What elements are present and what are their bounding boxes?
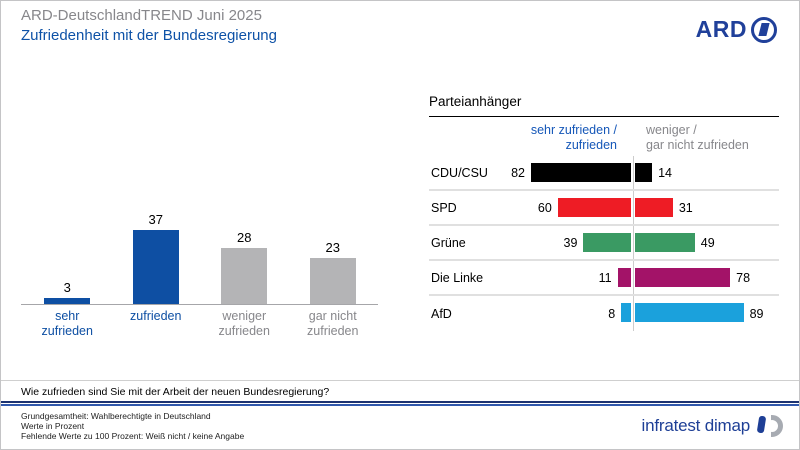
party-row: Grüne 39 49 <box>429 226 779 261</box>
bar-value-label: 37 <box>148 212 163 227</box>
pretitle: ARD-DeutschlandTREND Juni 2025 <box>21 7 262 24</box>
ard-one-icon <box>751 16 777 43</box>
category-label: sehr zufrieden <box>41 309 93 338</box>
bar-unsatisfied <box>635 198 673 217</box>
bar-column: 28 <box>200 176 289 304</box>
bar <box>309 258 356 304</box>
ard-one-glyph <box>758 22 770 36</box>
party-row: Die Linke 11 78 <box>429 261 779 296</box>
bar-satisfied <box>530 163 631 182</box>
party-panel-title: Parteianhänger <box>429 94 779 117</box>
bar-value-label: 3 <box>63 280 71 295</box>
center-axis-line <box>633 156 634 331</box>
value-satisfied: 11 <box>598 270 612 285</box>
party-label: CDU/CSU <box>431 165 488 180</box>
value-unsatisfied: 49 <box>700 235 715 250</box>
party-rows: CDU/CSU 82 14 SPD 60 31 Grüne 39 49 Die Linke 11 78… <box>429 156 779 331</box>
bar-column: 37 <box>112 176 201 304</box>
bar <box>132 230 179 304</box>
value-satisfied: 82 <box>511 165 525 180</box>
bar <box>44 298 91 304</box>
infratest-dimap-text: infratest dimap <box>641 416 751 435</box>
infratest-dimap-logo: infratest dimap <box>641 413 783 439</box>
category-label: zufrieden <box>130 309 182 323</box>
party-row: SPD 60 31 <box>429 191 779 226</box>
x-axis-line <box>21 304 378 305</box>
bar-value-label: 23 <box>325 240 340 255</box>
bar-column: 3 <box>23 176 112 304</box>
page-title: Zufriedenheit mit der Bundesregierung <box>21 27 277 44</box>
footer-divider-gray <box>1 380 799 381</box>
value-unsatisfied: 78 <box>736 270 751 285</box>
bar <box>221 248 268 304</box>
party-row: CDU/CSU 82 14 <box>429 156 779 191</box>
party-label: AfD <box>431 306 452 321</box>
category-label: weniger zufrieden <box>218 309 270 338</box>
bar-unsatisfied <box>635 163 653 182</box>
bar-column: 23 <box>289 176 378 304</box>
survey-question: Wie zufrieden sind Sie mit der Arbeit de… <box>21 386 330 398</box>
value-unsatisfied: 89 <box>749 306 764 321</box>
legend-unsatisfied: weniger / gar nicht zufrieden <box>646 123 749 152</box>
party-panel: Parteianhänger sehr zufrieden / zufriede… <box>429 94 779 334</box>
party-row: AfD 8 89 <box>429 296 779 331</box>
bar-satisfied <box>617 268 631 287</box>
infratest-dimap-icon <box>756 413 783 439</box>
bar-unsatisfied <box>635 268 731 287</box>
bars-row: 3 37 28 23 <box>23 176 377 304</box>
value-satisfied: 8 <box>608 306 616 321</box>
bar-unsatisfied <box>635 303 744 322</box>
footnote-line: Werte in Prozent <box>21 421 85 431</box>
legend-satisfied: sehr zufrieden / zufrieden <box>530 123 617 152</box>
footer-divider-blue <box>1 401 799 406</box>
value-unsatisfied: 31 <box>678 200 693 215</box>
party-panel-legend: sehr zufrieden / zufrieden weniger / gar… <box>429 121 779 154</box>
value-satisfied: 39 <box>563 235 578 250</box>
party-label: Grüne <box>431 235 466 250</box>
bar-value-label: 28 <box>237 230 252 245</box>
value-unsatisfied: 14 <box>658 165 672 180</box>
footnotes: Grundgesamtheit: Wahlberechtigte in Deut… <box>21 411 244 441</box>
bar-unsatisfied <box>635 233 695 252</box>
ard-logo: ARD <box>696 16 777 43</box>
bar-satisfied <box>621 303 631 322</box>
footnote-line: Fehlende Werte zu 100 Prozent: Weiß nich… <box>21 431 245 441</box>
bar-satisfied <box>583 233 631 252</box>
party-label: SPD <box>431 200 457 215</box>
category-label: gar nicht zufrieden <box>307 309 359 338</box>
bar-satisfied <box>557 198 631 217</box>
footnote-line: Grundgesamtheit: Wahlberechtigte in Deut… <box>21 411 211 421</box>
ard-logo-text: ARD <box>695 16 747 42</box>
category-labels: sehr zufrieden zufrieden weniger zufrieden… <box>23 309 377 339</box>
value-satisfied: 60 <box>537 200 552 215</box>
party-label: Die Linke <box>431 270 484 285</box>
